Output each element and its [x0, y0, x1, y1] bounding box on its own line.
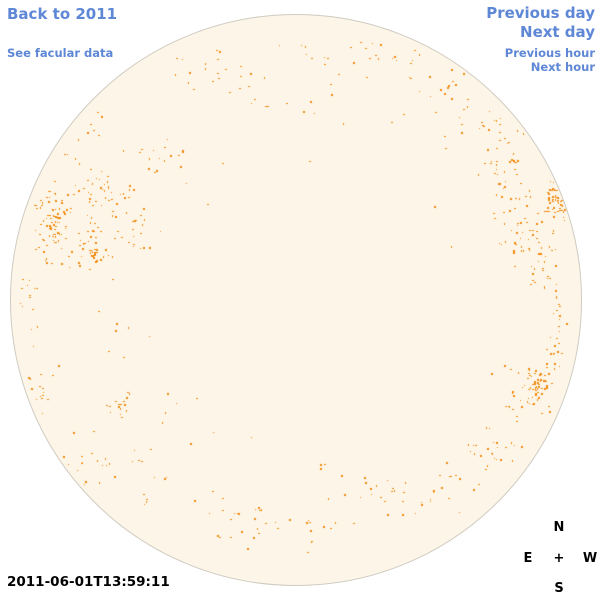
- previous-hour-link[interactable]: Previous hour: [504, 46, 595, 60]
- next-day-link[interactable]: Next day: [520, 23, 595, 41]
- compass-south-label: S: [554, 581, 564, 596]
- see-facular-data-link[interactable]: See facular data: [7, 46, 114, 60]
- hour-nav: Previous hour Next hour: [505, 46, 595, 74]
- observation-timestamp: 2011-06-01T13:59:11: [7, 574, 170, 590]
- compass-west-label: W: [582, 551, 598, 566]
- previous-day-link[interactable]: Previous day: [486, 4, 595, 22]
- next-hour-link[interactable]: Next hour: [530, 60, 595, 74]
- compass-north-label: N: [553, 520, 565, 535]
- day-nav: Previous day Next day: [486, 4, 595, 42]
- compass-east-label: E: [523, 551, 533, 566]
- compass-center-mark: +: [553, 551, 565, 566]
- back-to-year-link[interactable]: Back to 2011: [7, 5, 118, 23]
